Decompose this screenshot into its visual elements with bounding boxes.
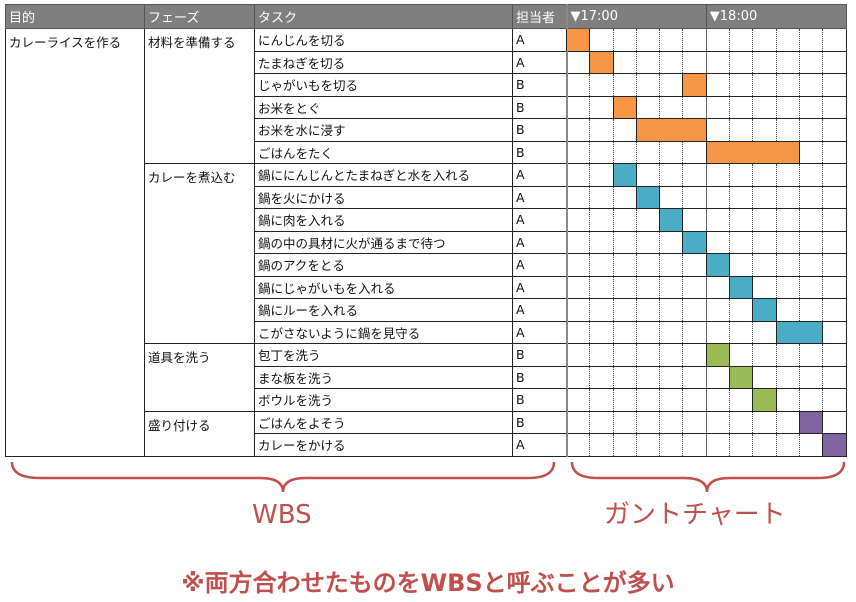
task-row: 鍋の中の具材に火が通るまで待つ A bbox=[6, 230, 847, 254]
gantt-bar-cell bbox=[729, 275, 754, 299]
task-row: 鍋に肉を入れる A bbox=[6, 208, 847, 232]
header-row: 目的 フェーズ タスク 担当者 ▼17:00 ▼18:00 bbox=[5, 4, 847, 29]
gantt-cell bbox=[822, 208, 847, 232]
gantt-cell bbox=[822, 185, 847, 209]
gantt-bar-cell bbox=[775, 320, 800, 344]
gantt-bar-cell bbox=[565, 28, 591, 52]
gantt-cell bbox=[822, 230, 847, 254]
header-time-1800: ▼18:00 bbox=[705, 4, 847, 29]
task-cell: 鍋を火にかける bbox=[254, 185, 513, 209]
gantt-bar-cell bbox=[752, 140, 777, 164]
gantt-bar-cell bbox=[729, 365, 754, 389]
wbs-label: WBS bbox=[252, 500, 312, 530]
gantt-bar-cell bbox=[775, 140, 800, 164]
task-row: ボウルを洗う B bbox=[6, 388, 847, 412]
task-row: お米を水に浸す B bbox=[6, 118, 847, 142]
task-row: たまねぎを切る A bbox=[6, 50, 847, 74]
wbs-brace bbox=[10, 461, 556, 493]
task-row: お米をとぐ B bbox=[6, 95, 847, 119]
gantt-bar-cell bbox=[705, 343, 731, 367]
gantt-brace bbox=[570, 461, 846, 493]
header-time-1700: ▼17:00 bbox=[565, 4, 707, 29]
task-cell: 鍋の中の具材に火が通るまで待つ bbox=[254, 230, 513, 254]
gantt-bar-cell bbox=[682, 230, 707, 254]
task-row: カレーを煮込む 鍋ににんじんとたまねぎと水を入れる A bbox=[6, 163, 847, 344]
phase-cell: 材料を準備する bbox=[144, 28, 255, 164]
task-row: カレーライスを作る 材料を準備する にんじんを切る A bbox=[5, 28, 847, 457]
gantt-cell bbox=[822, 140, 847, 164]
gantt-bar-cell bbox=[798, 410, 824, 434]
gantt-bar-cell bbox=[682, 118, 707, 142]
task-row: 盛り付ける ごはんをよそう B bbox=[6, 410, 847, 457]
gantt-bar-cell bbox=[659, 208, 684, 232]
task-row: ごはんをたく B bbox=[6, 140, 847, 164]
gantt-bar-cell bbox=[612, 95, 637, 119]
gantt-cell bbox=[822, 163, 847, 187]
phase-cell: 盛り付ける bbox=[144, 410, 255, 457]
gantt-bar-cell bbox=[822, 433, 847, 457]
phase-cell: カレーを煮込む bbox=[144, 163, 255, 344]
footer-note: ※両方合わせたものをWBSと呼ぶことが多い bbox=[181, 569, 675, 597]
task-row: 鍋のアクをとる A bbox=[6, 253, 847, 277]
task-cell: お米をとぐ bbox=[254, 95, 513, 119]
purpose-cell: カレーライスを作る bbox=[5, 28, 145, 457]
gantt-cell bbox=[822, 118, 847, 142]
header-task: タスク bbox=[254, 4, 513, 29]
gantt-bar-cell bbox=[612, 163, 637, 187]
task-cell: ごはんをたく bbox=[254, 140, 513, 164]
gantt-bar-cell bbox=[589, 50, 614, 74]
gantt-bar-cell bbox=[635, 118, 661, 142]
task-cell: カレーをかける bbox=[254, 433, 513, 457]
task-cell: ごはんをよそう bbox=[254, 410, 513, 434]
wbs-gantt-table: 目的 フェーズ タスク 担当者 ▼17:00 ▼18:00 カレーライスを作る材… bbox=[5, 4, 847, 457]
task-row: 鍋にじゃがいもを入れる A bbox=[6, 275, 847, 299]
header-purpose: 目的 bbox=[5, 4, 145, 29]
task-row: カレーをかける A bbox=[6, 433, 847, 457]
task-row: こがさないように鍋を見守る A bbox=[6, 320, 847, 344]
task-row: じゃがいもを切る B bbox=[6, 73, 847, 97]
task-cell: お米を水に浸す bbox=[254, 118, 513, 142]
gantt-label: ガントチャート bbox=[604, 500, 786, 530]
assignee-cell: B bbox=[512, 140, 567, 164]
gantt-bar-cell bbox=[682, 73, 707, 97]
task-cell: こがさないように鍋を見守る bbox=[254, 320, 513, 344]
task-row: 鍋を火にかける A bbox=[6, 185, 847, 209]
task-cell: 鍋に肉を入れる bbox=[254, 208, 513, 232]
task-row: 道具を洗う 包丁を洗う B bbox=[6, 343, 847, 412]
task-row: まな板を洗う B bbox=[6, 365, 847, 389]
